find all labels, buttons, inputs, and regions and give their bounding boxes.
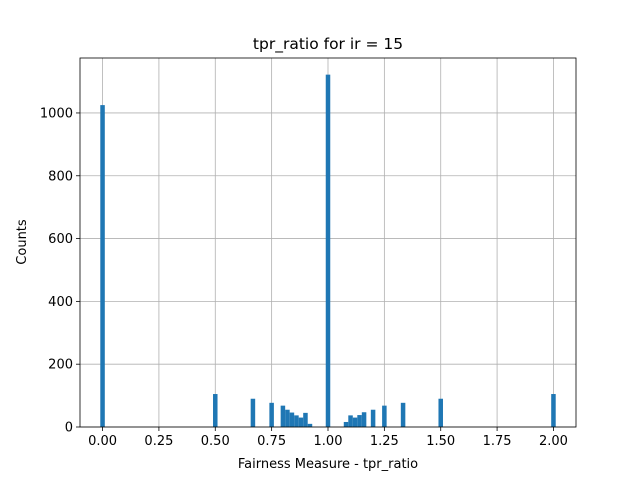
histogram-bar (298, 417, 304, 427)
x-axis-label: Fairness Measure - tpr_ratio (238, 457, 418, 472)
histogram-bar (343, 421, 349, 427)
y-tick-label: 600 (48, 232, 73, 247)
x-tick-label: 0.50 (201, 434, 230, 449)
axis-ticks: 0.00 0.25 0.50 0.75 1.00 1.25 1.50 1.75 2.00 0 200… (40, 106, 568, 449)
histogram-bar (352, 417, 358, 427)
histogram-bar (294, 415, 299, 427)
histogram-bar (250, 398, 256, 427)
histogram-bar (269, 402, 274, 427)
chart-title: tpr_ratio for ir = 15 (253, 35, 403, 54)
histogram-bar (280, 405, 286, 427)
histogram-bar (348, 415, 353, 427)
x-tick-label: 1.25 (370, 434, 399, 449)
x-tick-label: 0.00 (88, 434, 117, 449)
x-tick-label: 1.00 (314, 434, 343, 449)
x-tick-label: 0.75 (257, 434, 286, 449)
histogram-bar (213, 394, 218, 427)
histogram-bar (100, 105, 105, 427)
histogram-bar (382, 405, 387, 427)
y-tick-label: 200 (48, 358, 73, 373)
histogram-bar (438, 398, 443, 427)
histogram-bar (285, 409, 290, 427)
histogram-bar (325, 74, 331, 427)
x-tick-label: 0.25 (144, 434, 173, 449)
histogram-bar (307, 423, 313, 427)
histogram-bar (361, 412, 367, 427)
histogram-bar (370, 409, 376, 427)
y-tick-label: 400 (48, 295, 73, 310)
y-tick-label: 1000 (40, 106, 73, 121)
histogram-bars (100, 74, 556, 427)
histogram-bar (303, 412, 308, 427)
y-axis-label: Counts (15, 219, 30, 265)
histogram-bar (551, 394, 556, 427)
histogram-bar (289, 412, 295, 427)
y-tick-label: 800 (48, 169, 73, 184)
x-tick-label: 2.00 (539, 434, 568, 449)
histogram-bar (357, 415, 362, 427)
histogram-bar (400, 402, 406, 427)
x-tick-label: 1.75 (483, 434, 512, 449)
y-tick-label: 0 (65, 421, 73, 436)
x-tick-label: 1.50 (426, 434, 455, 449)
